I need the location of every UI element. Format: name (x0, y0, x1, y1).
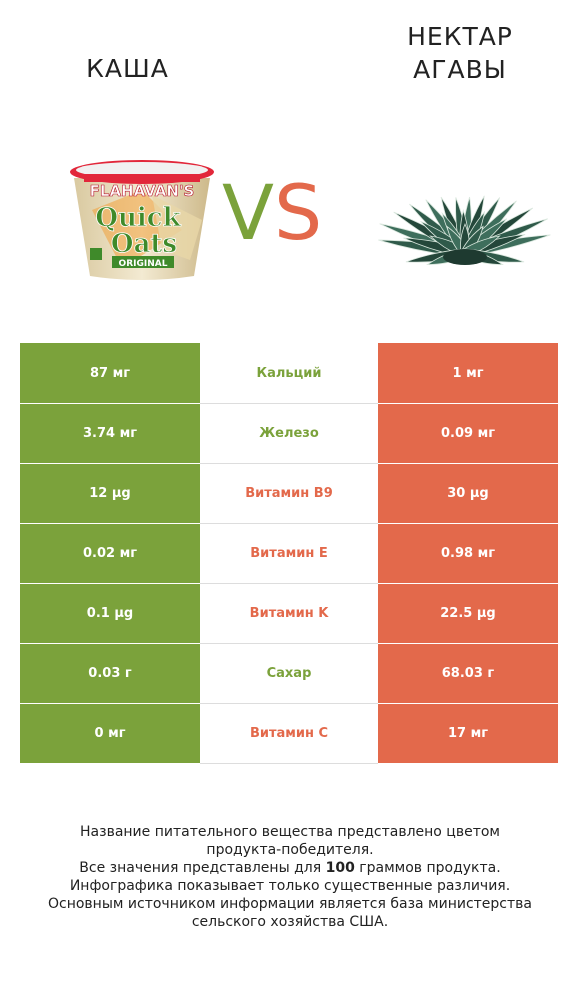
nutrient-name-cell: Витамин B9 (200, 463, 378, 523)
right-value-cell: 0.98 мг (378, 523, 558, 583)
left-value-cell: 3.74 мг (20, 403, 200, 463)
nutrient-name-cell: Железо (200, 403, 378, 463)
footer-line-5: Основным источником информации является … (48, 896, 532, 912)
table-row: 0.02 мг Витамин E 0.98 мг (20, 523, 558, 583)
footer-line-3-num: 100 (325, 860, 355, 876)
svg-text:Oats: Oats (111, 229, 177, 259)
footer-line-2: продукта-победителя. (206, 842, 374, 858)
svg-text:Quick: Quick (95, 203, 181, 233)
left-value-cell: 12 µg (20, 463, 200, 523)
right-value-cell: 1 мг (378, 343, 558, 403)
table-row: 0 мг Витамин C 17 мг (20, 703, 558, 763)
nutrient-name-cell: Витамин C (200, 703, 378, 763)
vs-v: V (222, 168, 274, 257)
right-product-title: НЕКТАР АГАВЫ (360, 20, 560, 86)
right-value-cell: 68.03 г (378, 643, 558, 703)
nutrient-name-cell: Витамин E (200, 523, 378, 583)
left-value-cell: 0.02 мг (20, 523, 200, 583)
nutrient-name-cell: Сахар (200, 643, 378, 703)
comparison-table: 87 мг Кальций 1 мг 3.74 мг Железо 0.09 мг 12 µ… (20, 343, 558, 763)
oats-cup-image: FLAHAVAN'S Quick Oats ORIGINAL (62, 150, 222, 290)
agave-base (443, 249, 487, 265)
footer-line-6: сельского хозяйства США. (191, 914, 389, 930)
right-value-cell: 22.5 µg (378, 583, 558, 643)
nutrient-name-cell: Кальций (200, 343, 378, 403)
right-product-title-line2: АГАВЫ (413, 55, 507, 84)
footer-line-4: Инфографика показывает только существенн… (69, 878, 511, 894)
left-value-cell: 0.03 г (20, 643, 200, 703)
left-value-cell: 0.1 µg (20, 583, 200, 643)
right-product-title-line1: НЕКТАР (407, 22, 513, 51)
table-row: 0.1 µg Витамин K 22.5 µg (20, 583, 558, 643)
vs-s: S (274, 168, 323, 257)
footer-line-3: Все значения представлены для 100 граммо… (20, 859, 560, 877)
table-row: 12 µg Витамин B9 30 µg (20, 463, 558, 523)
right-value-cell: 17 мг (378, 703, 558, 763)
right-value-cell: 30 µg (378, 463, 558, 523)
nutrient-name-cell: Витамин K (200, 583, 378, 643)
agave-plant-image (368, 125, 563, 295)
left-value-cell: 87 мг (20, 343, 200, 403)
right-value-cell: 0.09 мг (378, 403, 558, 463)
footer-line-3-post: граммов продукта. (354, 860, 501, 876)
table-bottom-divider (200, 763, 378, 764)
table-row: 87 мг Кальций 1 мг (20, 343, 558, 403)
svg-text:ORIGINAL: ORIGINAL (119, 259, 168, 269)
table-row: 0.03 г Сахар 68.03 г (20, 643, 558, 703)
left-product-title: КАША (86, 54, 169, 83)
left-value-cell: 0 мг (20, 703, 200, 763)
footer-note: Название питательного вещества представл… (20, 823, 560, 931)
footer-line-1: Название питательного вещества представл… (80, 824, 500, 840)
table-row: 3.74 мг Железо 0.09 мг (20, 403, 558, 463)
footer-line-3-pre: Все значения представлены для (79, 860, 326, 876)
svg-text:FLAHAVAN'S: FLAHAVAN'S (90, 182, 195, 200)
vs-label: VS (222, 168, 322, 258)
